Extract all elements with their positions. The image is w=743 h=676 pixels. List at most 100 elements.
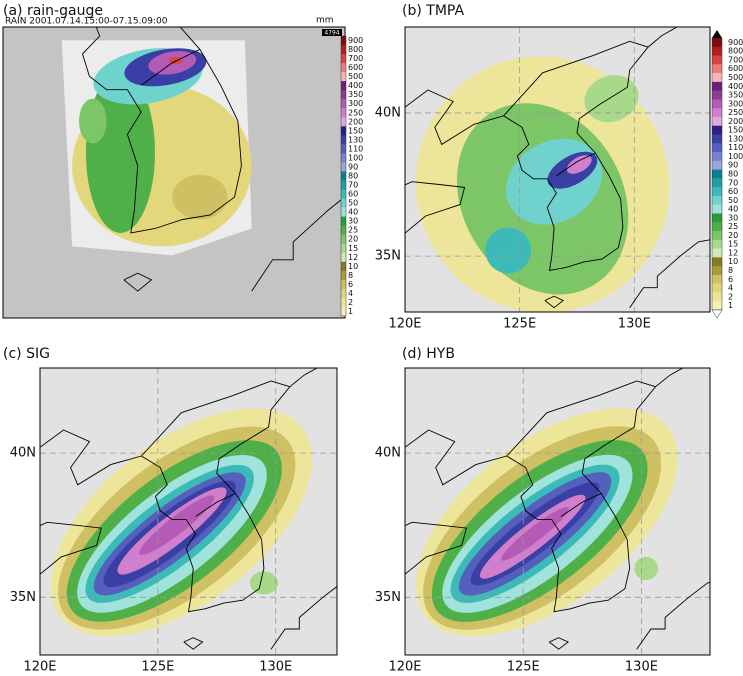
badge-box <box>322 29 342 36</box>
colorbar-swatch <box>341 279 346 290</box>
lat-label: 35N <box>375 249 401 264</box>
colorbar-swatch <box>712 46 722 56</box>
lat-label: 40N <box>375 446 401 461</box>
colorbar-label: 70 <box>728 178 738 187</box>
coastline <box>141 368 318 613</box>
colorbar-label: 700 <box>348 54 363 63</box>
coastline <box>548 637 569 650</box>
colorbar-label: 110 <box>728 143 743 152</box>
panel-title: (d) HYB <box>402 346 455 362</box>
colorbar-swatch <box>712 90 722 100</box>
colorbar-label: 12 <box>348 253 358 262</box>
colorbar-swatch <box>712 274 722 284</box>
colorbar-swatch <box>341 306 346 317</box>
coastline <box>141 380 291 457</box>
lon-label: 130E <box>618 317 651 332</box>
colorbar-label: 600 <box>348 63 363 72</box>
colorbar-swatch <box>341 45 346 55</box>
colorbar-swatch <box>341 189 346 199</box>
colorbar-label: 200 <box>728 117 743 126</box>
colorbar-swatch <box>712 301 722 311</box>
lon-label: 125E <box>503 317 536 332</box>
colorbar-swatch <box>341 270 346 281</box>
colorbar-swatch <box>712 178 722 188</box>
colorbar-swatch <box>712 116 722 127</box>
colorbar-swatch <box>341 117 346 127</box>
colorbar-label: 40 <box>348 208 358 217</box>
colorbar-swatch <box>712 38 722 48</box>
colorbar-label: 350 <box>728 91 743 100</box>
map-frame <box>39 367 338 656</box>
coastline <box>140 48 201 86</box>
colorbar-label: 300 <box>348 99 363 108</box>
colorbar-label: 300 <box>728 99 743 108</box>
colorbar-label: 8 <box>348 271 353 280</box>
colorbar-swatch <box>341 288 346 299</box>
colorbar-label: 10 <box>728 257 738 266</box>
lon-label: 125E <box>141 660 174 675</box>
colorbar-label: 6 <box>728 275 733 284</box>
colorbar-label: 500 <box>728 73 743 82</box>
colorbar-swatch <box>712 152 722 162</box>
colorbar-swatch <box>712 222 722 232</box>
colorbar-label: 1 <box>728 301 733 310</box>
colorbar-swatch <box>712 195 722 206</box>
rain-area <box>584 75 639 123</box>
colorbar-label: 30 <box>348 217 358 226</box>
map-frame <box>404 26 711 313</box>
lon-label: 120E <box>23 660 56 675</box>
colorbar-label: 200 <box>348 117 363 126</box>
coastline <box>544 295 565 309</box>
colorbar-label: 80 <box>728 170 738 179</box>
colorbar-swatch <box>341 171 346 181</box>
colorbar-swatch <box>712 231 722 241</box>
rain-area <box>249 571 279 595</box>
colorbar-label: 2 <box>728 292 733 301</box>
colorbar-swatch <box>341 63 346 73</box>
colorbar-label: 700 <box>728 55 743 64</box>
map-frame <box>404 367 711 656</box>
colorbar-label: 10 <box>348 262 358 271</box>
colorbar-swatch <box>712 257 722 267</box>
colorbar-label: 130 <box>728 134 743 143</box>
colorbar-label: 100 <box>348 153 363 162</box>
lat-label: 40N <box>10 446 36 461</box>
rain-area <box>485 227 532 274</box>
coastline <box>270 585 337 650</box>
colorbar-label: 90 <box>728 161 738 170</box>
colorbar-label: 6 <box>348 280 353 289</box>
coastline <box>183 637 204 650</box>
colorbar-swatch <box>341 234 346 245</box>
colorbar-swatch <box>341 261 346 272</box>
colorbar-label: 110 <box>348 144 363 153</box>
colorbar-swatch <box>341 144 346 154</box>
colorbar-top-arrow <box>712 30 722 38</box>
colorbar-label: 4 <box>348 289 353 298</box>
coastline <box>405 521 468 575</box>
rain-area <box>172 174 228 220</box>
colorbar-swatch <box>341 126 346 136</box>
coastline <box>40 429 142 486</box>
colorbar-swatch <box>712 81 722 91</box>
lat-label: 35N <box>375 590 401 605</box>
colorbar-label: 25 <box>728 222 738 231</box>
colorbar-label: 150 <box>348 126 363 135</box>
panel-title: (c) SIG <box>3 346 50 362</box>
colorbar-label: 20 <box>728 231 738 240</box>
colorbar-label: 100 <box>728 152 743 161</box>
colorbar-swatch <box>712 108 722 118</box>
colorbar-label: 4 <box>728 284 733 293</box>
lon-label: 120E <box>388 317 421 332</box>
coastline <box>405 181 466 235</box>
colorbar-swatch <box>712 239 722 249</box>
colorbar-frame <box>340 35 347 317</box>
colorbar-swatch <box>712 64 722 74</box>
colorbar-label: 800 <box>348 45 363 54</box>
colorbar-swatch <box>712 55 722 65</box>
coastline <box>506 368 684 613</box>
colorbar-label: 80 <box>348 172 358 181</box>
rain-area <box>79 98 107 144</box>
colorbar-label: 8 <box>728 266 733 275</box>
